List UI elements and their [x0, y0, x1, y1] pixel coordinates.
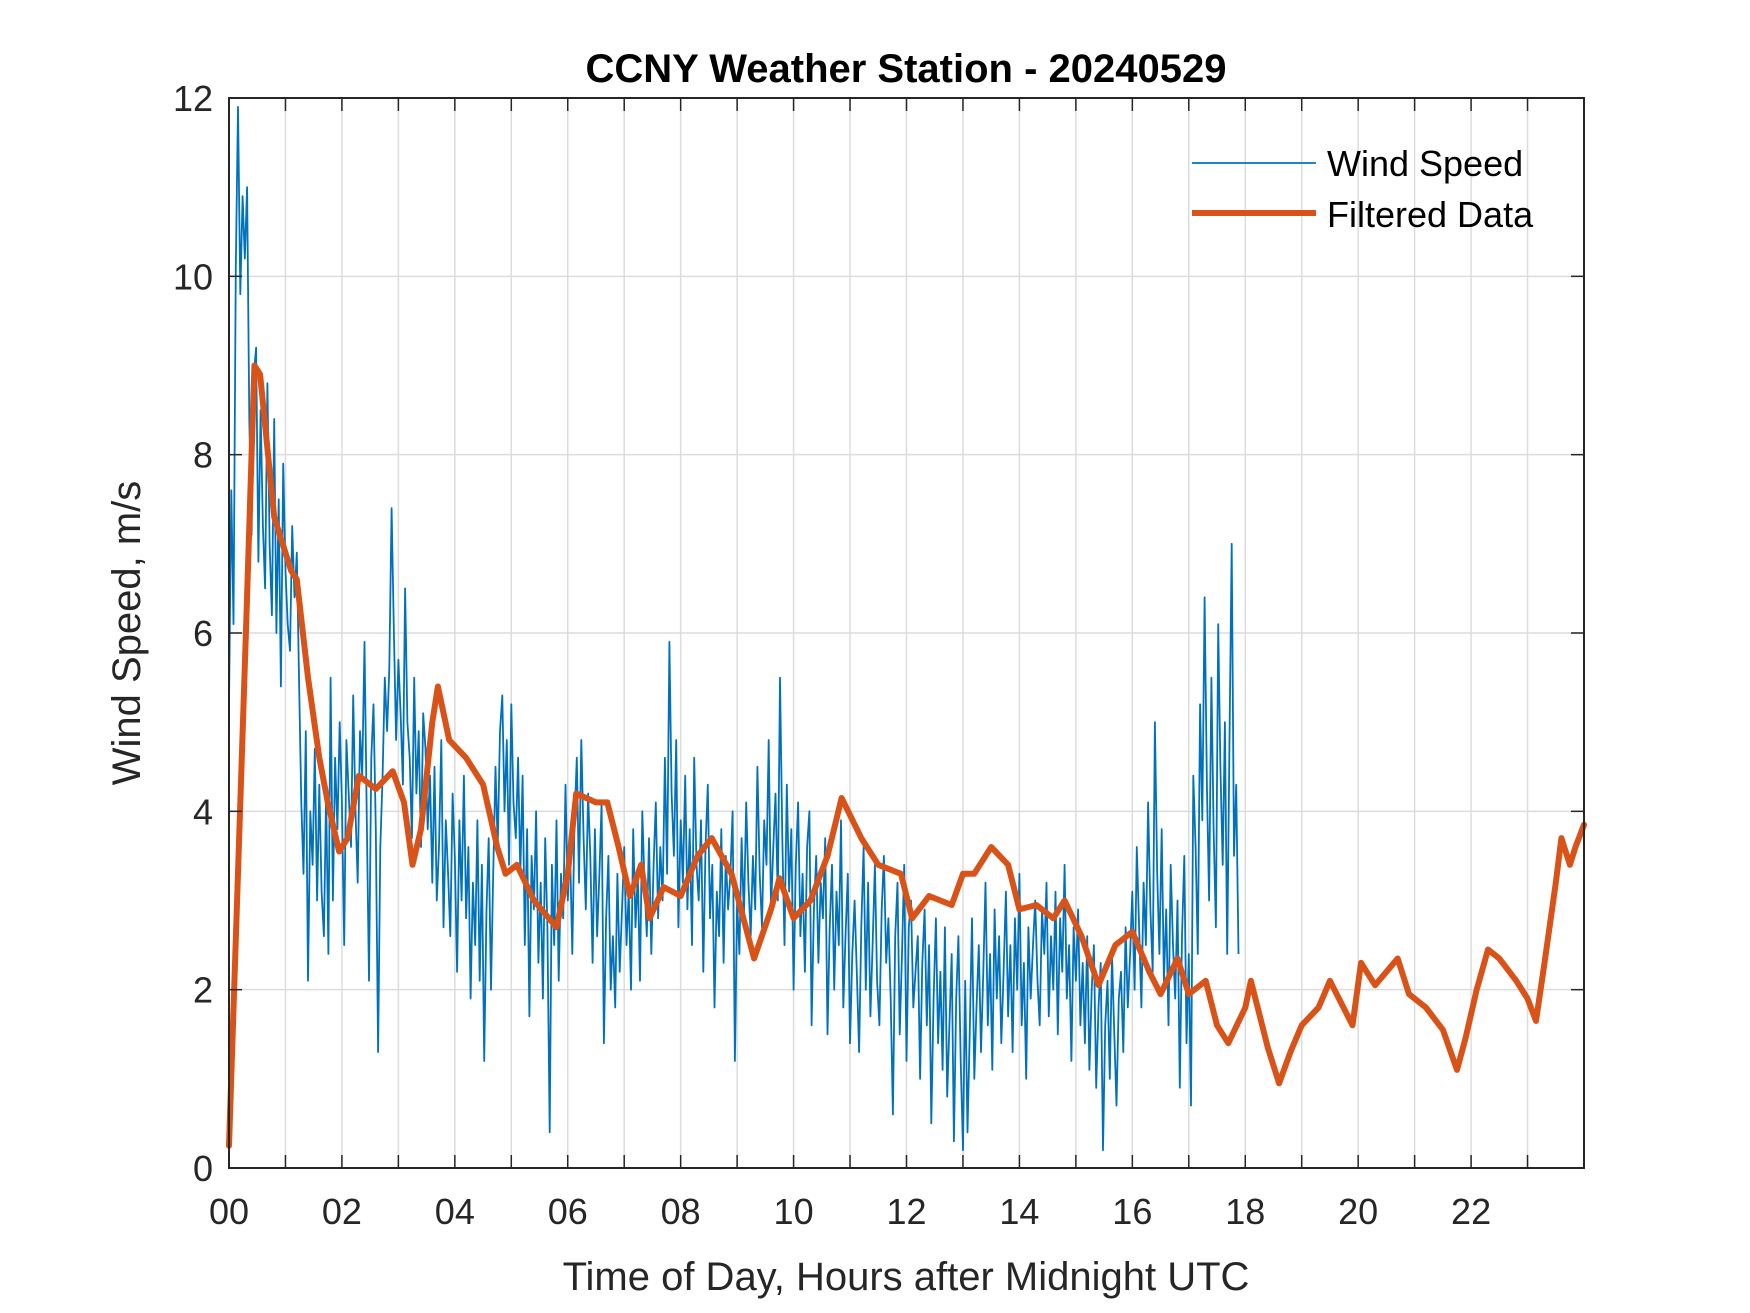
y-tick-label: 2 [193, 970, 213, 1011]
legend: Wind Speed Filtered Data [1192, 143, 1534, 235]
x-tick-label: 02 [322, 1191, 362, 1232]
x-tick-label: 18 [1225, 1191, 1265, 1232]
x-tick-label: 12 [886, 1191, 926, 1232]
y-tick-label: 0 [193, 1148, 213, 1189]
y-tick-label: 12 [173, 78, 213, 119]
filtered-data-line [226, 362, 1587, 1149]
legend-label-filtered-data: Filtered Data [1327, 194, 1534, 235]
x-tick-label: 16 [1112, 1191, 1152, 1232]
x-tick-label: 00 [209, 1191, 249, 1232]
x-tick-label: 22 [1451, 1191, 1491, 1232]
x-tick-label: 20 [1338, 1191, 1378, 1232]
x-tick-label: 04 [435, 1191, 475, 1232]
y-tick-label: 6 [193, 613, 213, 654]
axes-box [228, 97, 1585, 1169]
x-tick-label: 06 [548, 1191, 588, 1232]
y-tick-label: 4 [193, 791, 213, 832]
filtered-data-series [226, 362, 1587, 1149]
wind-speed-line [228, 106, 1240, 1152]
x-axis-label: Time of Day, Hours after Midnight UTC [563, 1255, 1250, 1299]
y-axis-label: Wind Speed, m/s [105, 481, 149, 786]
x-tick-label: 08 [661, 1191, 701, 1232]
y-tick-label: 10 [173, 256, 213, 297]
chart-title: CCNY Weather Station - 20240529 [586, 47, 1227, 91]
axes [228, 97, 1585, 1169]
legend-label-wind-speed: Wind Speed [1327, 143, 1523, 184]
x-tick-label: 10 [774, 1191, 814, 1232]
grid [229, 98, 1584, 1168]
x-tick-label: 14 [999, 1191, 1039, 1232]
y-tick-label: 8 [193, 435, 213, 476]
wind-speed-series [228, 106, 1240, 1152]
